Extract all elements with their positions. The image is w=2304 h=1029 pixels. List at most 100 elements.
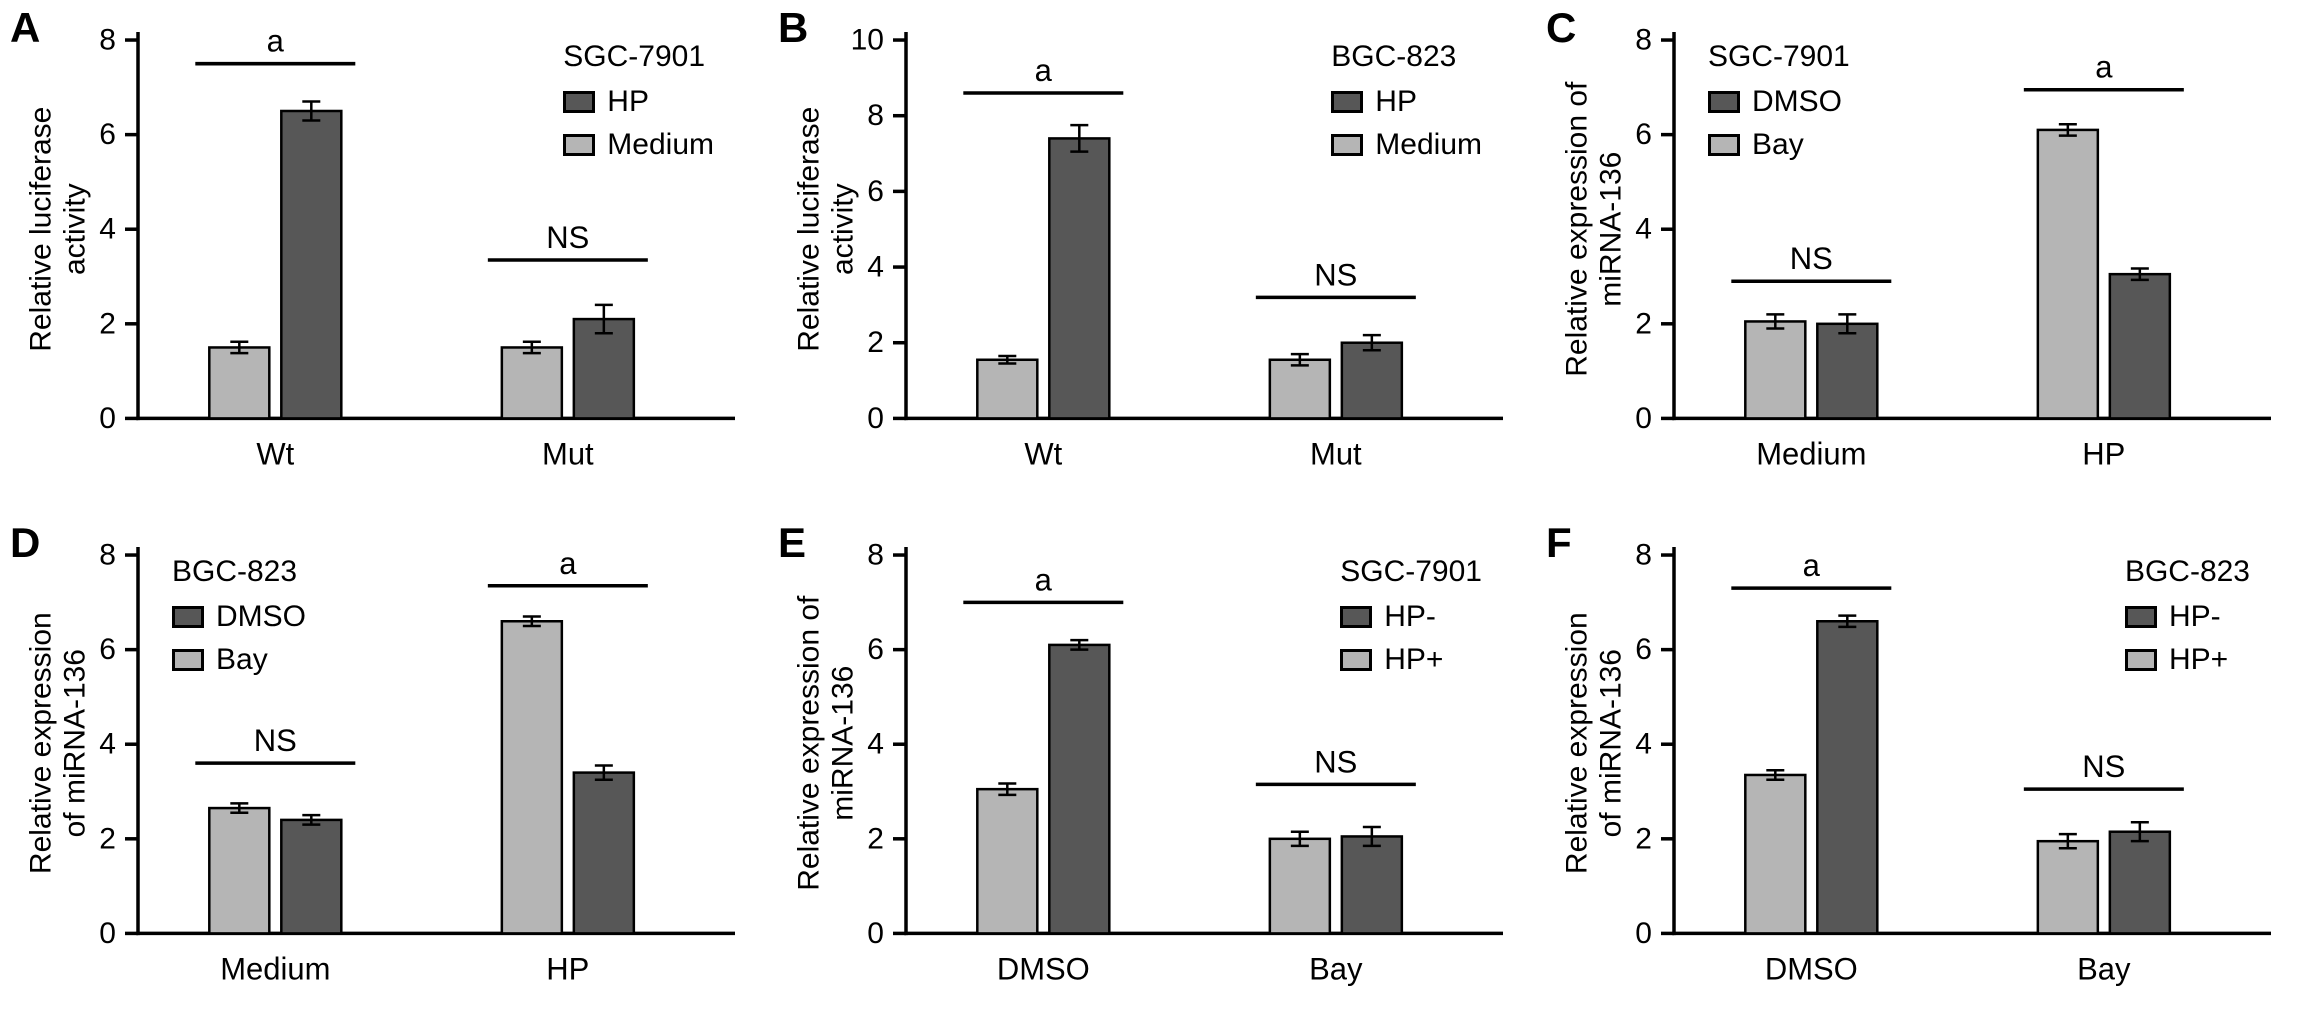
significance-label: NS: [546, 220, 589, 255]
significance-label: NS: [2082, 749, 2125, 784]
y-tick-label: 0: [867, 916, 884, 949]
y-tick-label: 8: [867, 99, 884, 132]
bar-Bay-HP: [500, 619, 564, 935]
panel-a: A Relative luciferase activity 0 2 4 6 8 Wt Mu…: [0, 0, 768, 515]
bar-HP-Wt: [280, 109, 343, 420]
significance-label: a: [1035, 562, 1053, 597]
y-tick-label: 2: [867, 822, 884, 855]
y-tick-label: 2: [867, 326, 884, 359]
y-tick-label: 6: [867, 175, 884, 208]
legend-swatch-light: [1340, 648, 1373, 671]
x-category-label: Medium: [1756, 436, 1866, 471]
legend: BGC-823 DMSO Bay: [172, 555, 306, 677]
bar-chart-a: 0 2 4 6 8 Wt Mut a NS: [99, 24, 735, 471]
legend-item: HP-: [2124, 599, 2221, 634]
cell-line-label: BGC-823: [172, 554, 298, 588]
legend-item: HP: [563, 85, 649, 119]
cell-line-label: BGC-823: [1331, 40, 1457, 73]
bar-HP-Mut: [1340, 341, 1404, 420]
legend-label: Bay: [1752, 128, 1804, 161]
cell-line-label: BGC-823: [2124, 554, 2250, 588]
x-category-label: Mut: [1310, 436, 1362, 471]
panel-label: A: [10, 4, 41, 51]
significance-label: NS: [1790, 241, 1833, 276]
significance-label: a: [1035, 53, 1053, 88]
bar-HP-Mut: [572, 317, 636, 420]
panel-label: F: [1546, 518, 1572, 566]
legend-swatch-dark: [172, 605, 204, 628]
bar-HP+-Bay: [2036, 839, 2100, 935]
legend-item: Bay: [172, 643, 268, 677]
y-tick-label: 2: [99, 822, 116, 855]
y-tick-label: 4: [1635, 727, 1652, 760]
significance-label: a: [2095, 50, 2113, 85]
y-tick-label: 8: [99, 24, 116, 57]
bar-DMSO-HP: [572, 770, 636, 935]
x-category-label: Mut: [542, 436, 594, 471]
y-tick-label: 4: [867, 727, 884, 760]
significance-label: a: [559, 545, 577, 580]
significance-label: a: [1803, 548, 1821, 583]
legend-item: HP+: [2124, 643, 2228, 677]
bar-Medium-Mut: [1268, 358, 1332, 420]
bar-HP--Bay: [1340, 834, 1404, 935]
legend-label: HP-: [2168, 599, 2221, 633]
bar-HP--DMSO: [1816, 619, 1879, 935]
legend: BGC-823 HP- HP+: [2124, 554, 2250, 677]
significance-label: NS: [1314, 257, 1357, 292]
bar-Medium-Mut: [500, 346, 564, 420]
x-category-label: DMSO: [997, 951, 1090, 986]
panel-label: C: [1546, 4, 1577, 51]
legend-swatch-dark: [1331, 91, 1364, 113]
y-tick-label: 10: [851, 24, 884, 57]
y-tick-label: 8: [867, 538, 884, 571]
bar-Medium-Wt: [976, 358, 1039, 420]
y-tick-label: 2: [1635, 822, 1652, 855]
x-category-label: Bay: [2077, 951, 2131, 986]
y-tick-label: 4: [99, 727, 116, 760]
x-category-label: DMSO: [1765, 951, 1858, 986]
y-tick-label: 8: [1635, 538, 1652, 571]
panel-label: E: [778, 518, 807, 566]
cell-line-label: SGC-7901: [1708, 40, 1850, 73]
legend-swatch-dark: [1708, 91, 1740, 113]
legend-label: HP+: [1384, 642, 1444, 676]
legend: SGC-7901 DMSO Bay: [1708, 40, 1850, 162]
y-tick-label: 6: [99, 118, 116, 151]
cell-line-label: SGC-7901: [1340, 554, 1482, 588]
bar-Medium-Wt: [208, 346, 271, 420]
legend-item: Medium: [563, 128, 714, 162]
legend: SGC-7901 HP- HP+: [1340, 555, 1482, 677]
bar-chart-f: 0 2 4 6 8 DMSO Bay a NS: [1635, 538, 2271, 986]
bar-Bay-HP: [2036, 128, 2100, 420]
legend-swatch-light: [1331, 134, 1364, 156]
x-category-label: Wt: [256, 436, 294, 471]
legend-label: Bay: [216, 642, 268, 676]
x-category-label: Medium: [220, 951, 330, 986]
significance-label: NS: [254, 723, 297, 758]
legend: SGC-7901 HP Medium: [563, 40, 714, 162]
bar-chart-b: 0 2 4 6 8 10 Wt Mut a NS: [851, 24, 1503, 471]
y-tick-label: 6: [99, 633, 116, 666]
x-category-label: HP: [2082, 436, 2125, 471]
panel-b: B Relative luciferase activity 0 2 4 6 8 10 Wt…: [768, 0, 1536, 515]
legend-label: Medium: [607, 128, 714, 161]
legend-label: HP: [607, 85, 649, 118]
legend-label: DMSO: [216, 599, 306, 633]
legend-item: Bay: [1708, 128, 1804, 162]
legend-item: HP-: [1340, 600, 1436, 634]
y-tick-label: 4: [99, 213, 116, 246]
y-tick-label: 8: [99, 538, 116, 571]
y-tick-label: 4: [867, 251, 884, 284]
legend-swatch-light: [563, 134, 596, 156]
legend-swatch-dark: [1340, 605, 1373, 628]
legend-swatch-dark: [563, 91, 596, 113]
legend-item: DMSO: [172, 600, 306, 634]
y-tick-label: 0: [99, 916, 116, 949]
bar-chart-e: 0 2 4 6 8 DMSO Bay a NS: [867, 538, 1503, 986]
legend: BGC-823 HP Medium: [1331, 40, 1482, 162]
significance-label: NS: [1314, 744, 1357, 779]
bar-chart-d: 0 2 4 6 8 Medium HP NS a: [99, 538, 735, 986]
